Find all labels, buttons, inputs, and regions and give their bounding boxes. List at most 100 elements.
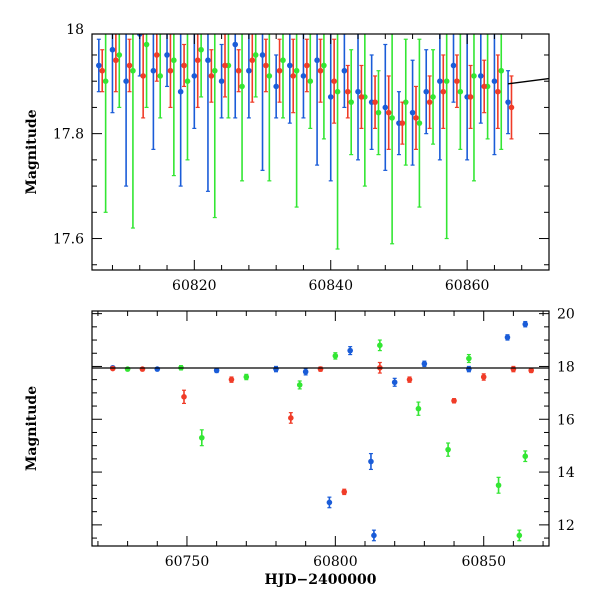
bottom-data-point — [213, 367, 220, 374]
bottom-data-point — [154, 366, 161, 372]
top-data-point — [235, 67, 242, 74]
bottom-data-point — [466, 355, 472, 362]
top-data-point — [454, 78, 460, 84]
top-data-point — [157, 73, 164, 79]
bottom-data-point — [466, 366, 472, 372]
bottom-data-point — [332, 353, 339, 359]
top-data-point — [208, 73, 215, 79]
top-data-point — [382, 104, 389, 111]
top-y-axis-label: Magnitude — [24, 109, 40, 194]
top-data-point — [413, 115, 419, 121]
top-x-tick-label: 60840 — [308, 278, 353, 294]
top-data-point — [341, 67, 348, 74]
top-data-point — [317, 67, 324, 74]
top-data-point — [443, 78, 450, 84]
top-data-point — [491, 78, 498, 84]
top-data-point — [409, 109, 416, 116]
top-x-tick-label: 60820 — [172, 278, 217, 294]
top-data-point — [211, 67, 218, 74]
bottom-ticks: 60750 60800 60850 12 14 16 18 20 — [92, 307, 575, 570]
top-data-layer — [96, 34, 549, 250]
top-data-point — [181, 62, 187, 69]
bottom-data-point — [288, 415, 294, 421]
bottom-data-point — [243, 374, 250, 380]
top-data-point — [171, 57, 177, 64]
bottom-data-point — [421, 361, 428, 367]
bottom-x-tick-label: 60850 — [461, 554, 506, 570]
top-data-point — [327, 94, 334, 100]
bottom-data-point — [445, 446, 451, 453]
top-data-point — [191, 73, 198, 79]
top-data-point — [280, 57, 286, 64]
top-data-point — [239, 83, 245, 90]
top-data-point — [293, 67, 300, 74]
top-data-point — [321, 62, 327, 69]
top-data-point — [263, 62, 269, 69]
top-data-point — [194, 57, 201, 64]
top-data-point — [123, 78, 129, 84]
top-data-point — [505, 99, 511, 105]
bottom-x-axis-label: HJD−2400000 — [265, 572, 377, 588]
top-data-point — [423, 88, 430, 95]
top-data-point — [372, 99, 378, 105]
top-data-point — [334, 88, 341, 95]
top-data-point — [304, 62, 310, 69]
top-data-point — [481, 83, 488, 90]
top-model-line — [507, 77, 549, 85]
bottom-data-point — [391, 379, 398, 386]
top-data-point — [232, 41, 239, 48]
top-data-point — [471, 73, 477, 79]
top-data-point — [440, 88, 447, 95]
bottom-data-point — [522, 321, 529, 328]
bottom-data-point — [317, 366, 324, 372]
top-data-point — [287, 62, 293, 69]
bottom-panel: 60750 60800 60850 12 14 16 18 20 Magnitude HJD−… — [24, 307, 575, 588]
top-data-point — [164, 52, 170, 58]
bottom-data-point — [198, 434, 205, 441]
top-data-point — [331, 78, 337, 84]
bottom-data-point — [181, 394, 187, 400]
bottom-data-point — [296, 382, 303, 388]
bottom-data-point — [495, 482, 502, 489]
top-data-point — [498, 67, 505, 74]
top-data-point — [130, 67, 136, 74]
top-data-point — [198, 46, 204, 53]
top-data-point — [113, 57, 119, 64]
top-data-point — [140, 73, 146, 79]
bottom-y-tick-label: 14 — [557, 465, 575, 481]
top-data-point — [426, 99, 433, 105]
top-data-point — [249, 57, 256, 64]
top-data-point — [246, 67, 252, 74]
top-data-point — [102, 78, 109, 84]
bottom-data-point — [522, 453, 529, 460]
bottom-data-point — [347, 347, 353, 354]
top-data-point — [290, 73, 297, 79]
top-data-point — [508, 104, 515, 111]
top-data-point — [457, 88, 464, 95]
bottom-data-layer — [92, 320, 549, 542]
top-data-point — [450, 62, 457, 69]
top-data-point — [177, 88, 184, 95]
top-data-point — [358, 94, 365, 100]
top-data-point — [314, 57, 320, 64]
bottom-data-point — [510, 366, 517, 372]
bottom-axes-frame — [91, 310, 550, 547]
bottom-data-point — [368, 458, 374, 465]
top-data-point — [348, 99, 354, 105]
bottom-data-point — [528, 367, 534, 374]
bottom-data-point — [341, 489, 348, 495]
top-data-point — [222, 62, 228, 69]
bottom-x-tick-label: 60800 — [313, 554, 358, 570]
bottom-y-tick-label: 12 — [557, 518, 575, 534]
top-data-point — [375, 109, 382, 116]
top-data-point — [437, 78, 443, 84]
bottom-data-point — [451, 397, 457, 404]
top-data-point — [402, 99, 409, 105]
top-data-point — [205, 57, 211, 64]
top-data-point — [150, 67, 157, 74]
bottom-x-tick-label: 60750 — [165, 554, 210, 570]
top-data-point — [430, 94, 436, 100]
top-y-tick-label: 18 — [66, 22, 84, 38]
top-x-tick-label: 60860 — [445, 278, 490, 294]
